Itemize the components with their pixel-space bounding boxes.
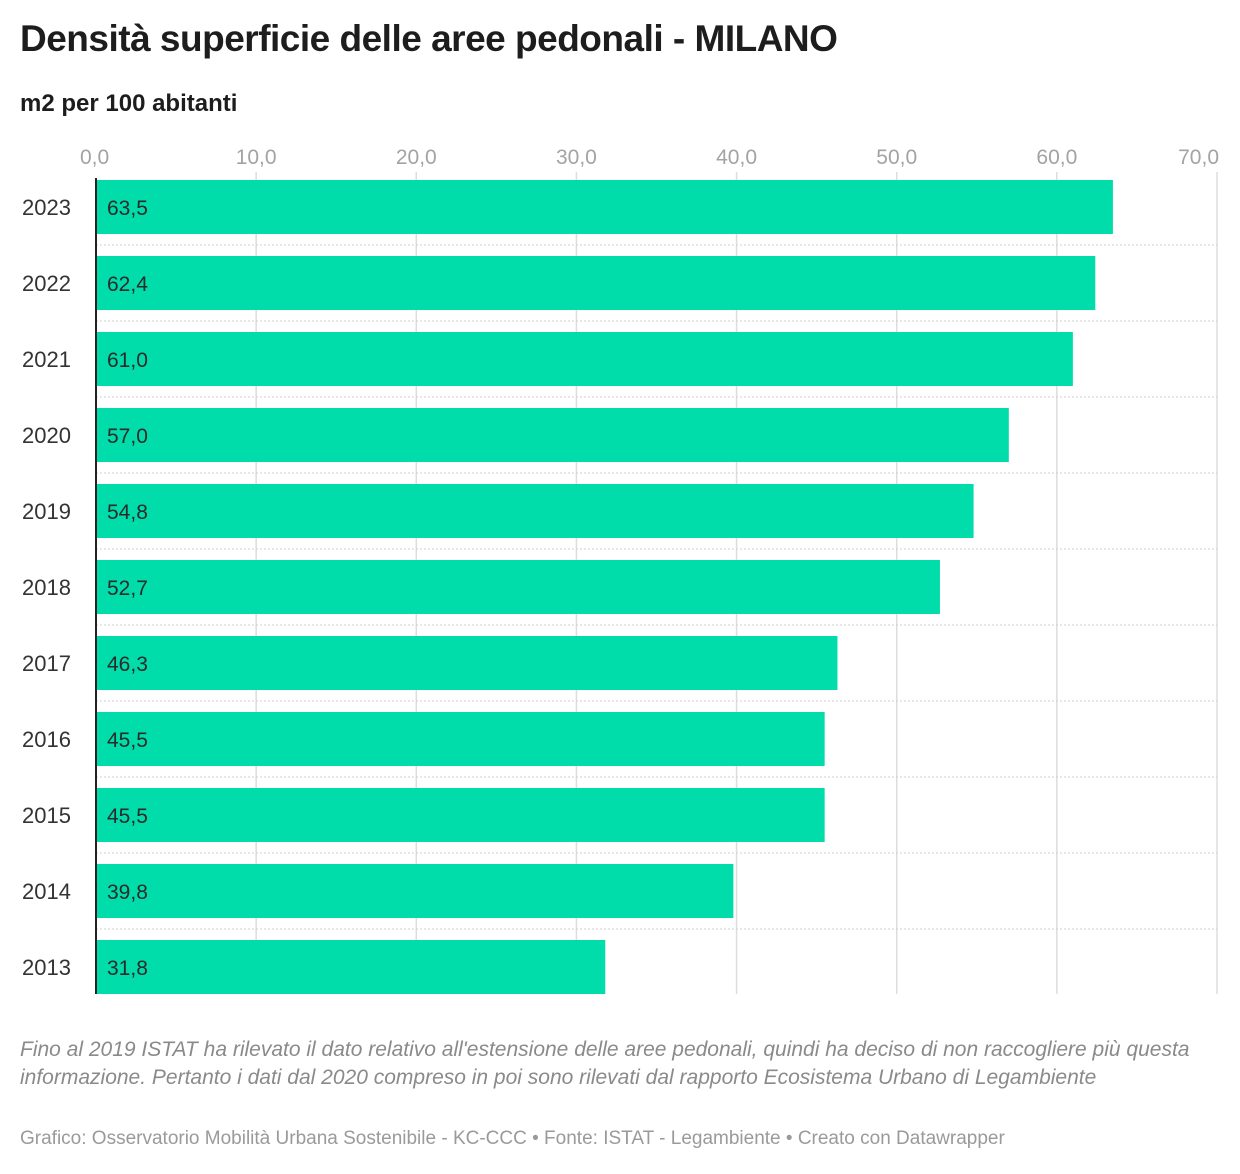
value-label: 39,8 bbox=[107, 881, 148, 904]
bar bbox=[96, 256, 1096, 310]
category-label: 2021 bbox=[22, 347, 71, 372]
bar bbox=[96, 484, 974, 538]
x-tick-label: 20,0 bbox=[396, 146, 437, 169]
value-label: 46,3 bbox=[107, 653, 148, 676]
bar bbox=[96, 332, 1073, 386]
bar bbox=[96, 712, 825, 766]
bar bbox=[96, 788, 825, 842]
value-label: 52,7 bbox=[107, 577, 148, 600]
row-separators bbox=[96, 244, 1217, 930]
value-label: 45,5 bbox=[107, 729, 148, 752]
value-label: 63,5 bbox=[107, 197, 148, 220]
bar bbox=[96, 940, 606, 994]
category-label: 2015 bbox=[22, 803, 71, 828]
x-tick-label: 60,0 bbox=[1036, 146, 1077, 169]
x-axis-ticks: 0,0 10,0 20,0 30,0 40,0 50,0 60,0 70,0 bbox=[80, 146, 1219, 169]
value-label: 61,0 bbox=[107, 349, 148, 372]
bars: 2023 63,5 2022 62,4 2021 61,0 2020 57,0 2019 54,8… bbox=[22, 180, 1113, 994]
category-label: 2013 bbox=[22, 955, 71, 980]
chart-credits: Grafico: Osservatorio Mobilità Urbana So… bbox=[20, 1128, 1005, 1149]
chart-note: Fino al 2019 ISTAT ha rilevato il dato r… bbox=[20, 1038, 1190, 1089]
x-tick-label: 0,0 bbox=[80, 146, 109, 169]
category-label: 2018 bbox=[22, 575, 71, 600]
category-label: 2022 bbox=[22, 271, 71, 296]
category-label: 2023 bbox=[22, 195, 71, 220]
value-label: 54,8 bbox=[107, 501, 148, 524]
value-label: 62,4 bbox=[107, 273, 148, 296]
category-label: 2019 bbox=[22, 499, 71, 524]
bar bbox=[96, 636, 838, 690]
chart-subtitle: m2 per 100 abitanti bbox=[20, 90, 238, 117]
x-tick-label: 50,0 bbox=[876, 146, 917, 169]
category-label: 2016 bbox=[22, 727, 71, 752]
bar bbox=[96, 864, 734, 918]
value-label: 45,5 bbox=[107, 805, 148, 828]
chart-title: Densità superficie delle aree pedonali -… bbox=[20, 18, 838, 59]
category-label: 2017 bbox=[22, 651, 71, 676]
bar bbox=[96, 408, 1009, 462]
x-tick-label: 30,0 bbox=[556, 146, 597, 169]
category-label: 2014 bbox=[22, 879, 71, 904]
bar-chart: 0,0 10,0 20,0 30,0 40,0 50,0 60,0 70,0 2023 63,5… bbox=[22, 146, 1219, 994]
bar bbox=[96, 560, 940, 614]
value-label: 31,8 bbox=[107, 957, 148, 980]
bar bbox=[96, 180, 1113, 234]
x-tick-label: 10,0 bbox=[236, 146, 277, 169]
value-label: 57,0 bbox=[107, 425, 148, 448]
x-tick-label: 40,0 bbox=[716, 146, 757, 169]
category-label: 2020 bbox=[22, 423, 71, 448]
x-tick-label: 70,0 bbox=[1178, 146, 1219, 169]
